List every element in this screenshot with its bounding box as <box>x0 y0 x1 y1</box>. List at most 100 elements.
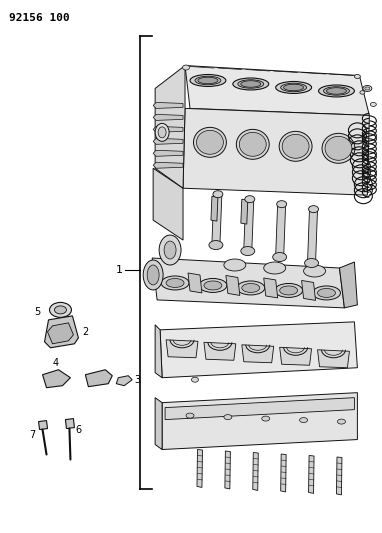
Ellipse shape <box>186 413 194 418</box>
Polygon shape <box>116 376 132 386</box>
Ellipse shape <box>284 84 304 91</box>
Text: 7: 7 <box>29 430 36 440</box>
Ellipse shape <box>195 76 221 85</box>
Polygon shape <box>302 280 316 301</box>
Ellipse shape <box>304 265 325 277</box>
Ellipse shape <box>155 123 169 141</box>
Ellipse shape <box>312 286 340 300</box>
Polygon shape <box>153 126 183 132</box>
Polygon shape <box>253 453 258 490</box>
Ellipse shape <box>337 419 345 424</box>
Ellipse shape <box>273 253 286 262</box>
Polygon shape <box>188 273 202 293</box>
Polygon shape <box>185 66 369 116</box>
Polygon shape <box>197 449 202 487</box>
Polygon shape <box>183 108 369 195</box>
Polygon shape <box>153 150 183 156</box>
Ellipse shape <box>194 127 227 157</box>
Polygon shape <box>153 168 183 240</box>
Polygon shape <box>211 196 218 221</box>
Text: 3: 3 <box>134 375 140 385</box>
Polygon shape <box>317 350 350 368</box>
Polygon shape <box>165 398 354 419</box>
Ellipse shape <box>190 75 226 86</box>
Polygon shape <box>280 348 312 365</box>
Text: 5: 5 <box>34 307 40 317</box>
Ellipse shape <box>55 306 66 314</box>
Polygon shape <box>153 139 183 144</box>
Polygon shape <box>155 398 162 449</box>
Ellipse shape <box>281 83 307 92</box>
Polygon shape <box>155 66 185 188</box>
Polygon shape <box>308 207 317 263</box>
Polygon shape <box>42 370 70 387</box>
Ellipse shape <box>319 85 354 97</box>
Polygon shape <box>242 345 274 363</box>
Ellipse shape <box>277 200 286 208</box>
Ellipse shape <box>242 284 260 293</box>
Polygon shape <box>241 199 248 224</box>
Text: 4: 4 <box>52 358 58 368</box>
Ellipse shape <box>282 134 309 158</box>
Polygon shape <box>160 322 358 378</box>
Polygon shape <box>153 102 183 108</box>
Ellipse shape <box>360 91 365 94</box>
Ellipse shape <box>325 136 352 160</box>
Ellipse shape <box>199 278 227 293</box>
Ellipse shape <box>183 65 189 70</box>
Ellipse shape <box>304 259 319 268</box>
Ellipse shape <box>204 281 222 290</box>
Polygon shape <box>162 393 358 449</box>
Ellipse shape <box>327 88 346 94</box>
Ellipse shape <box>159 235 181 265</box>
Ellipse shape <box>147 265 159 285</box>
Polygon shape <box>276 202 286 257</box>
Polygon shape <box>226 276 240 295</box>
Ellipse shape <box>224 415 232 419</box>
Ellipse shape <box>50 302 71 317</box>
Polygon shape <box>204 342 236 360</box>
Text: 92156 100: 92156 100 <box>9 13 70 23</box>
Ellipse shape <box>309 206 319 213</box>
Polygon shape <box>155 325 162 378</box>
Ellipse shape <box>317 288 335 297</box>
Text: 2: 2 <box>83 327 89 337</box>
Ellipse shape <box>264 262 286 274</box>
Polygon shape <box>337 457 342 495</box>
Ellipse shape <box>241 247 255 255</box>
Polygon shape <box>281 454 286 492</box>
Ellipse shape <box>143 260 163 290</box>
Ellipse shape <box>370 102 376 107</box>
Ellipse shape <box>196 131 223 154</box>
Text: 6: 6 <box>75 425 81 434</box>
Polygon shape <box>47 323 73 344</box>
Ellipse shape <box>209 240 223 249</box>
Ellipse shape <box>241 80 261 87</box>
Ellipse shape <box>279 131 312 161</box>
Ellipse shape <box>324 87 350 95</box>
Ellipse shape <box>299 417 308 423</box>
Text: 1: 1 <box>116 265 123 275</box>
Polygon shape <box>153 162 183 168</box>
Polygon shape <box>39 421 47 430</box>
Ellipse shape <box>262 416 270 421</box>
Polygon shape <box>340 262 358 308</box>
Ellipse shape <box>198 77 218 84</box>
Ellipse shape <box>164 241 176 259</box>
Ellipse shape <box>275 284 303 297</box>
Ellipse shape <box>240 132 266 156</box>
Ellipse shape <box>276 82 312 93</box>
Polygon shape <box>152 258 345 308</box>
Polygon shape <box>166 340 198 358</box>
Polygon shape <box>225 451 230 489</box>
Polygon shape <box>65 418 74 429</box>
Ellipse shape <box>238 80 264 88</box>
Polygon shape <box>86 370 112 386</box>
Ellipse shape <box>280 286 298 295</box>
Polygon shape <box>264 278 278 298</box>
Polygon shape <box>309 456 314 494</box>
Ellipse shape <box>161 276 189 290</box>
Ellipse shape <box>245 196 255 203</box>
Ellipse shape <box>354 75 360 78</box>
Polygon shape <box>212 192 222 245</box>
